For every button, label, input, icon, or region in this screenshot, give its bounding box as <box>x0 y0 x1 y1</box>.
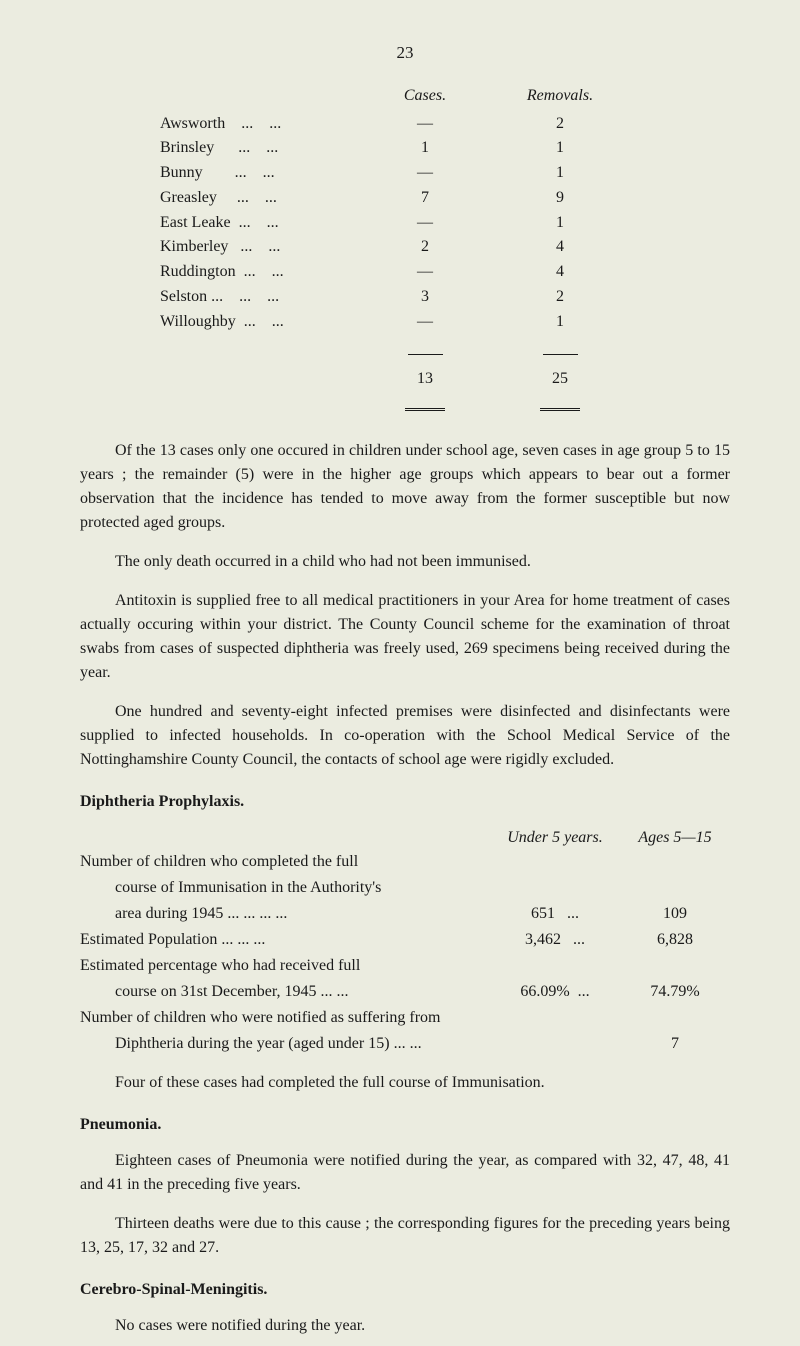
immun-row-3b: course on 31st December, 1945 ... ... 66… <box>80 980 730 1004</box>
table-row: Kimberley ... ... 2 4 <box>160 235 670 260</box>
table-double-divider <box>160 395 670 419</box>
immun-label: area during 1945 ... ... ... ... <box>80 902 490 926</box>
immun-row-1a: Number of children who completed the ful… <box>80 850 730 874</box>
heading-pneumonia: Pneumonia. <box>80 1113 730 1137</box>
immun-value: 66.09% ... <box>490 980 620 1004</box>
row-cases: 3 <box>360 285 490 310</box>
immun-header-mid: Under 5 years. <box>490 826 620 850</box>
immun-label: course of Immunisation in the Authority'… <box>80 876 490 900</box>
immun-row-1b: course of Immunisation in the Authority'… <box>80 876 730 900</box>
row-cases: — <box>360 161 490 186</box>
header-cases: Cases. <box>360 84 490 108</box>
row-name: Greasley ... ... <box>160 186 360 211</box>
heading-cerebro: Cerebro-Spinal-Meningitis. <box>80 1278 730 1302</box>
immun-label: Number of children who completed the ful… <box>80 850 490 874</box>
paragraph-4: One hundred and seventy-eight infected p… <box>80 700 730 772</box>
table-row: Awsworth ... ... — 2 <box>160 112 670 137</box>
row-name: Willoughby ... ... <box>160 310 360 335</box>
table-row: East Leake ... ... — 1 <box>160 211 670 236</box>
table-row: Selston ... ... ... 3 2 <box>160 285 670 310</box>
immun-row-4a: Number of children who were notified as … <box>80 1006 730 1030</box>
immun-header-right: Ages 5—15 <box>620 826 730 850</box>
row-removals: 1 <box>490 161 630 186</box>
row-cases: 1 <box>360 136 490 161</box>
header-removals: Removals. <box>490 84 630 108</box>
total-cases: 13 <box>360 367 490 392</box>
row-cases: 7 <box>360 186 490 211</box>
paragraph-2: The only death occurred in a child who h… <box>80 550 730 574</box>
row-cases: — <box>360 310 490 335</box>
row-cases: 2 <box>360 235 490 260</box>
table-row: Ruddington ... ... — 4 <box>160 260 670 285</box>
immunisation-table: Under 5 years. Ages 5—15 Number of child… <box>80 826 730 1056</box>
row-name: Awsworth ... ... <box>160 112 360 137</box>
row-name: Brinsley ... ... <box>160 136 360 161</box>
table-row: Willoughby ... ... — 1 <box>160 310 670 335</box>
immun-row-1c: area during 1945 ... ... ... ... 651 ...… <box>80 902 730 926</box>
immun-label: Number of children who were notified as … <box>80 1006 730 1030</box>
table-row: Brinsley ... ... 1 1 <box>160 136 670 161</box>
immun-header: Under 5 years. Ages 5—15 <box>80 826 730 850</box>
immun-value: 109 <box>620 902 730 926</box>
row-cases: — <box>360 211 490 236</box>
row-name: East Leake ... ... <box>160 211 360 236</box>
row-removals: 2 <box>490 112 630 137</box>
paragraph-1: Of the 13 cases only one occured in chil… <box>80 439 730 535</box>
paragraph-5: Four of these cases had completed the fu… <box>80 1071 730 1095</box>
immun-row-2: Estimated Population ... ... ... 3,462 .… <box>80 928 730 952</box>
immun-row-4b: Diphtheria during the year (aged under 1… <box>80 1032 730 1056</box>
paragraph-8: No cases were notified during the year. <box>80 1314 730 1338</box>
row-name: Kimberley ... ... <box>160 235 360 260</box>
total-removals: 25 <box>490 367 630 392</box>
paragraph-6: Eighteen cases of Pneumonia were notifie… <box>80 1149 730 1197</box>
cases-table: Cases. Removals. Awsworth ... ... — 2 Br… <box>160 84 670 420</box>
row-removals: 4 <box>490 260 630 285</box>
paragraph-7: Thirteen deaths were due to this cause ;… <box>80 1212 730 1260</box>
row-removals: 1 <box>490 136 630 161</box>
row-removals: 2 <box>490 285 630 310</box>
table-header: Cases. Removals. <box>160 84 670 108</box>
page-number: 23 <box>80 40 730 66</box>
immun-value: 3,462 ... <box>490 928 620 952</box>
immun-row-3a: Estimated percentage who had received fu… <box>80 954 730 978</box>
immun-value: 74.79% <box>620 980 730 1004</box>
row-removals: 9 <box>490 186 630 211</box>
table-divider <box>160 339 670 363</box>
row-removals: 1 <box>490 310 630 335</box>
immun-label: course on 31st December, 1945 ... ... <box>80 980 490 1004</box>
immun-value: 7 <box>620 1032 730 1056</box>
immun-label: Diphtheria during the year (aged under 1… <box>80 1032 490 1056</box>
row-name: Selston ... ... ... <box>160 285 360 310</box>
row-name: Ruddington ... ... <box>160 260 360 285</box>
table-row: Bunny ... ... — 1 <box>160 161 670 186</box>
row-name: Bunny ... ... <box>160 161 360 186</box>
row-cases: — <box>360 260 490 285</box>
immun-label: Estimated percentage who had received fu… <box>80 954 490 978</box>
immun-label: Estimated Population ... ... ... <box>80 928 490 952</box>
immun-value: 651 ... <box>490 902 620 926</box>
paragraph-3: Antitoxin is supplied free to all medica… <box>80 589 730 685</box>
row-removals: 4 <box>490 235 630 260</box>
immun-value: 6,828 <box>620 928 730 952</box>
table-totals: 13 25 <box>160 367 670 392</box>
table-row: Greasley ... ... 7 9 <box>160 186 670 211</box>
heading-diphtheria: Diphtheria Prophylaxis. <box>80 790 730 814</box>
row-cases: — <box>360 112 490 137</box>
row-removals: 1 <box>490 211 630 236</box>
